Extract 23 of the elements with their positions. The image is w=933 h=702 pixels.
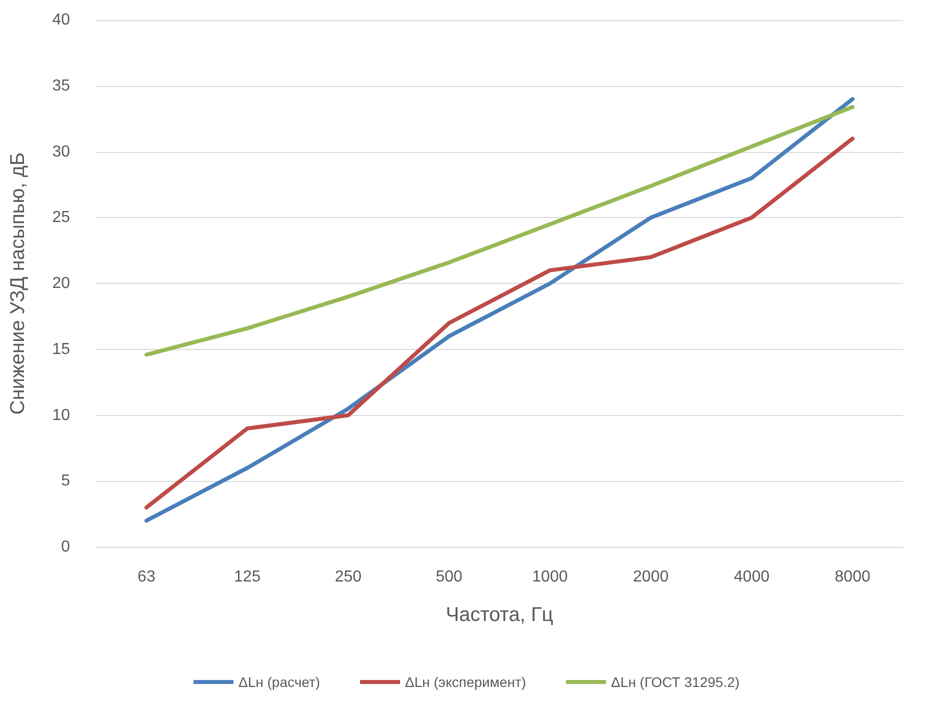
x-tick-label: 250 — [334, 568, 362, 586]
y-tick-label: 40 — [52, 12, 70, 28]
y-tick-label: 25 — [52, 209, 70, 226]
legend-label: ΔLн (расчет) — [238, 674, 320, 690]
y-tick-label: 0 — [61, 538, 70, 556]
x-tick-label: 2000 — [633, 568, 669, 586]
x-tick-label: 63 — [138, 568, 156, 586]
x-tick-label: 8000 — [834, 568, 870, 586]
y-tick-label: 30 — [52, 143, 70, 160]
line-series — [144, 104, 855, 357]
x-axis-title: Частота, Гц — [446, 604, 554, 626]
y-tick-label: 20 — [52, 275, 70, 292]
legend-label: ΔLн (эксперимент) — [405, 674, 526, 690]
y-tick-label: 15 — [52, 340, 70, 358]
x-tick-label: 1000 — [532, 568, 568, 586]
y-tick-label: 35 — [52, 77, 70, 94]
x-tick-label: 500 — [436, 568, 463, 586]
x-tick-label: 125 — [234, 568, 261, 586]
y-tick-label: 5 — [61, 472, 70, 490]
x-tick-label: 4000 — [734, 568, 770, 586]
legend-label: ΔLн (ГОСТ 31295.2) — [611, 674, 740, 690]
y-axis-title: Снижение УЗД насыпью, дБ — [7, 152, 29, 415]
y-tick-label: 10 — [52, 406, 70, 424]
